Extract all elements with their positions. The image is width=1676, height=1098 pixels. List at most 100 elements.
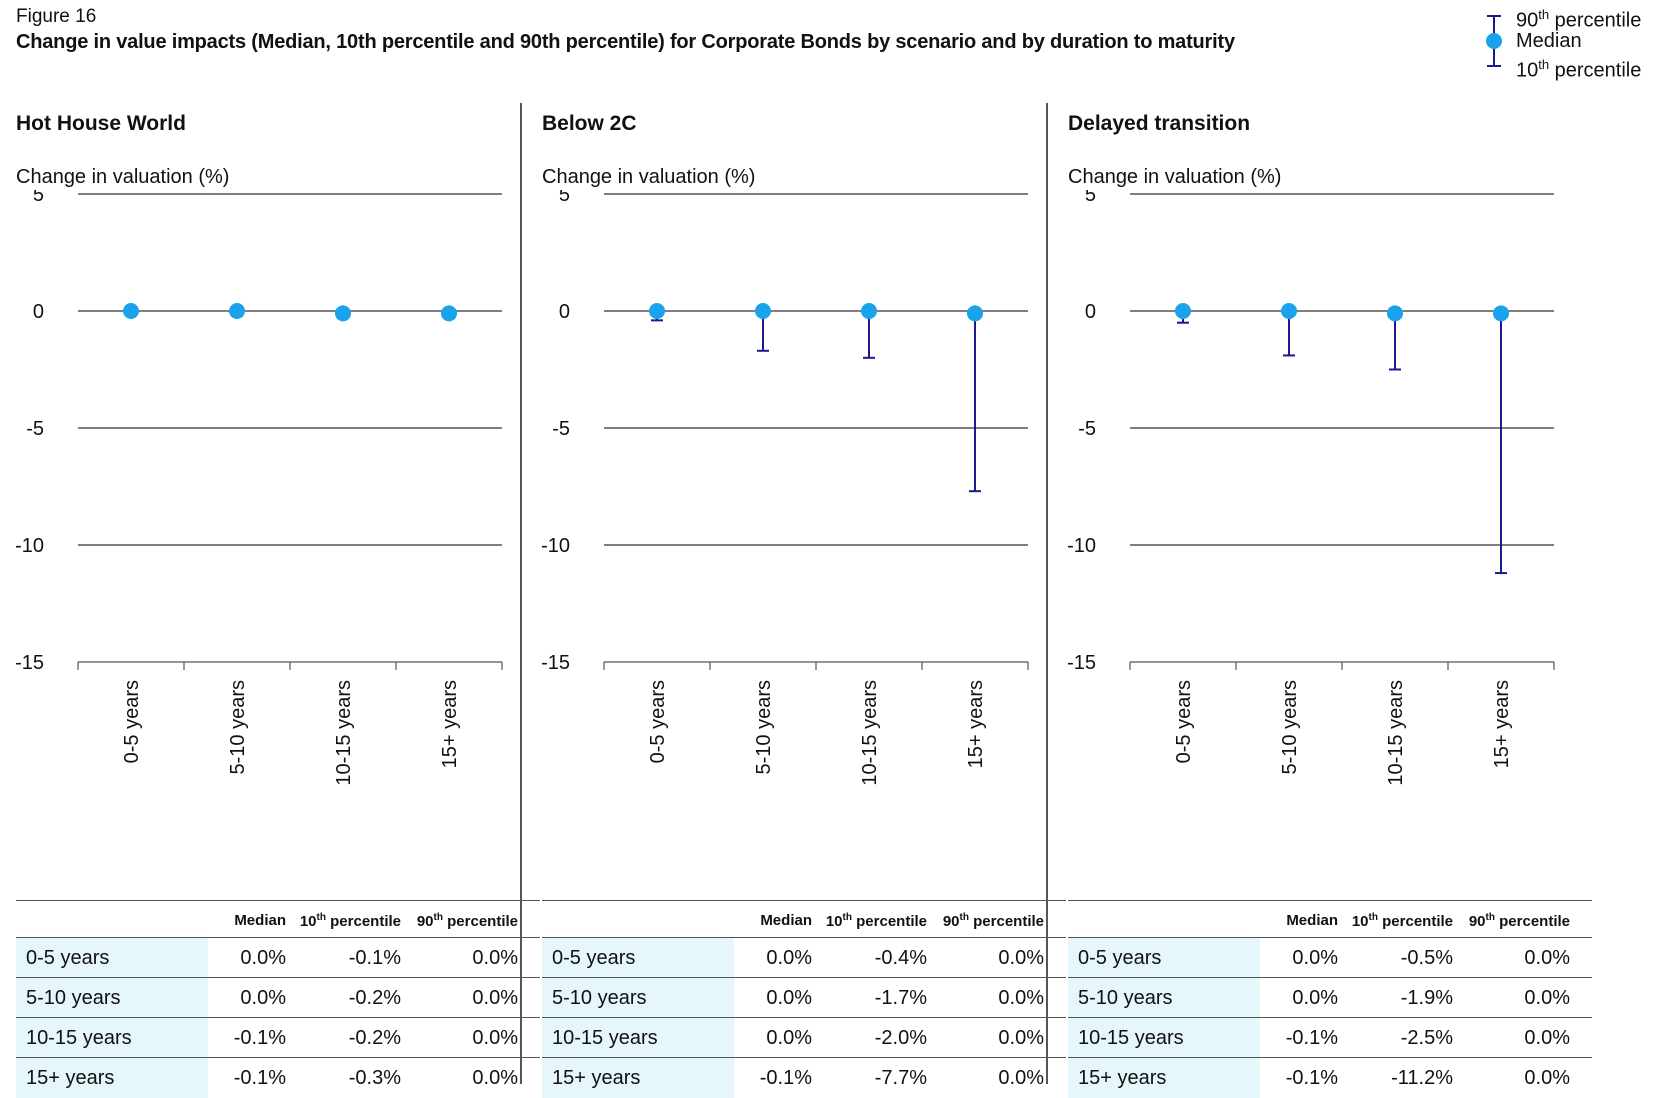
cell-p90: 0.0% [1524, 947, 1570, 969]
y-tick-label: -15 [1068, 652, 1096, 674]
table-row: 10-15 years -0.1% -2.5% 0.0% [1068, 1017, 1592, 1058]
cell-median: 0.0% [766, 1027, 812, 1049]
cell-p90: 0.0% [998, 1067, 1044, 1089]
cell-median: -0.1% [1285, 1027, 1338, 1049]
table-rule [1068, 900, 1592, 901]
panel-divider [1046, 103, 1048, 1084]
cell-median: -0.1% [1285, 1067, 1338, 1089]
error-bar-chart: 5 0 -5 -10 -15 0-5 years 5-10 years 10-15 years… [1068, 190, 1555, 786]
cell-p10: -0.2% [348, 1027, 401, 1049]
table-row: 15+ years -0.1% -0.3% 0.0% [16, 1057, 540, 1098]
cell-median: 0.0% [1292, 987, 1338, 1009]
y-axis-label: Change in valuation (%) [1068, 166, 1282, 188]
table-row: 5-10 years 0.0% -1.9% 0.0% [1068, 977, 1592, 1018]
table-row: 15+ years -0.1% -7.7% 0.0% [542, 1057, 1066, 1098]
scenario-panel: Below 2C Change in valuation (%) 5 0 -5 -10 -1… [542, 0, 1066, 1098]
y-tick-label: -5 [552, 418, 570, 440]
figure-title: Change in value impacts (Median, 10th pe… [16, 31, 1235, 53]
table-row: 10-15 years 0.0% -2.0% 0.0% [542, 1017, 1066, 1058]
header-median: Median [1286, 912, 1338, 929]
x-tick-label: 0-5 years [121, 680, 143, 763]
cell-p90: 0.0% [472, 1027, 518, 1049]
y-tick-label: -15 [542, 652, 570, 674]
cell-median: 0.0% [240, 947, 286, 969]
cell-p90: 0.0% [472, 987, 518, 1009]
cell-p90: 0.0% [472, 947, 518, 969]
panel-title: Hot House World [16, 112, 186, 135]
median-point [123, 303, 139, 319]
error-bar-chart: 5 0 -5 -10 -15 0-5 years 5-10 years 10-15 years… [542, 190, 1029, 786]
panel-title: Below 2C [542, 112, 637, 135]
cell-p90: 0.0% [998, 987, 1044, 1009]
x-tick-label: 5-10 years [1279, 680, 1301, 775]
cell-median: -0.1% [233, 1067, 286, 1089]
median-point [229, 303, 245, 319]
error-bar-chart: 5 0 -5 -10 -15 0-5 years 5-10 years 10-15 years… [16, 190, 503, 786]
row-category: 5-10 years [16, 978, 208, 1018]
y-tick-label: 5 [559, 190, 570, 206]
cell-p90: 0.0% [1524, 987, 1570, 1009]
cell-p10: -7.7% [874, 1067, 927, 1089]
cell-p10: -0.3% [348, 1067, 401, 1089]
panel-divider [520, 103, 522, 1084]
row-category: 10-15 years [16, 1018, 208, 1058]
cell-p10: -0.2% [348, 987, 401, 1009]
y-tick-label: -5 [26, 418, 44, 440]
y-tick-label: -5 [1078, 418, 1096, 440]
legend: 90th percentile Median 10th percentile [1478, 4, 1668, 84]
y-tick-label: -10 [16, 535, 44, 557]
table-row: 10-15 years -0.1% -0.2% 0.0% [16, 1017, 540, 1058]
cell-median: -0.1% [759, 1067, 812, 1089]
cell-p10: -2.5% [1400, 1027, 1453, 1049]
cell-median: 0.0% [1292, 947, 1338, 969]
x-tick-label: 5-10 years [227, 680, 249, 775]
table-row: 0-5 years 0.0% -0.5% 0.0% [1068, 937, 1592, 978]
header-median: Median [234, 912, 286, 929]
row-category: 10-15 years [1068, 1018, 1260, 1058]
cell-p10: -0.4% [874, 947, 927, 969]
panel-title: Delayed transition [1068, 112, 1251, 135]
y-tick-label: 5 [33, 190, 44, 206]
y-axis-label: Change in valuation (%) [16, 166, 230, 188]
cell-median: -0.1% [233, 1027, 286, 1049]
cell-p90: 0.0% [1524, 1027, 1570, 1049]
table-row: 15+ years -0.1% -11.2% 0.0% [1068, 1057, 1592, 1098]
x-tick-label: 15+ years [965, 680, 987, 768]
median-point [1281, 303, 1297, 319]
median-point [861, 303, 877, 319]
header-p90: 90th percentile [942, 912, 1044, 930]
row-category: 0-5 years [542, 938, 734, 978]
y-tick-label: -10 [1068, 535, 1096, 557]
table-row: 5-10 years 0.0% -0.2% 0.0% [16, 977, 540, 1018]
row-category: 0-5 years [1068, 938, 1260, 978]
cell-p10: -1.7% [874, 987, 927, 1009]
row-category: 15+ years [16, 1058, 208, 1098]
cell-p10: -0.5% [1400, 947, 1453, 969]
median-point [649, 303, 665, 319]
cell-median: 0.0% [766, 947, 812, 969]
header-p10: 10th percentile [825, 912, 927, 930]
row-category: 5-10 years [542, 978, 734, 1018]
median-point [755, 303, 771, 319]
row-category: 15+ years [1068, 1058, 1260, 1098]
x-tick-label: 0-5 years [647, 680, 669, 763]
row-category: 15+ years [542, 1058, 734, 1098]
median-point [1493, 305, 1509, 322]
legend-median: Median [1516, 30, 1582, 52]
y-tick-label: 0 [1085, 301, 1096, 323]
legend-symbol-icon [1486, 15, 1502, 67]
table-row: 5-10 years 0.0% -1.7% 0.0% [542, 977, 1066, 1018]
y-tick-label: 0 [559, 301, 570, 323]
table-rule [16, 900, 540, 901]
y-tick-label: 0 [33, 301, 44, 323]
median-point [335, 305, 351, 322]
cell-median: 0.0% [766, 987, 812, 1009]
x-tick-label: 5-10 years [753, 680, 775, 775]
cell-p90: 0.0% [472, 1067, 518, 1089]
header-p90: 90th percentile [1468, 912, 1570, 930]
table-row: 0-5 years 0.0% -0.4% 0.0% [542, 937, 1066, 978]
median-point [967, 305, 983, 322]
table-rule [542, 900, 1066, 901]
median-point [441, 305, 457, 322]
header-p10: 10th percentile [299, 912, 401, 930]
